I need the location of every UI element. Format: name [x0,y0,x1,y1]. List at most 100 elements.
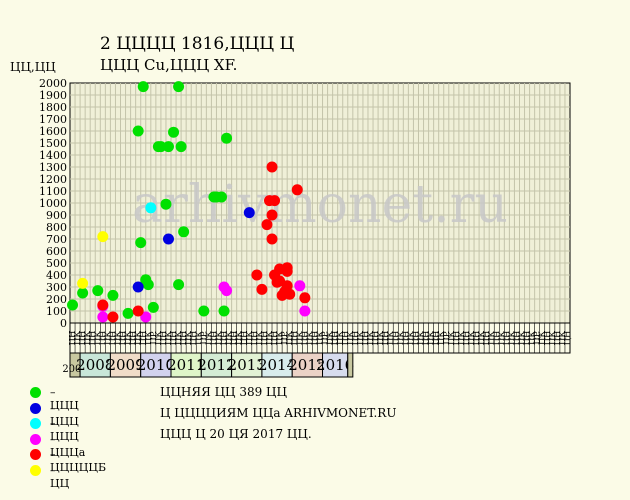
data-point [284,288,296,300]
period-label: ЦН [189,331,199,346]
year-band [261,352,293,378]
legend-marker-icon [30,449,41,460]
info-line-1: ЦЦНЯЯ ЦЦ 389 ЦЦ [160,385,287,399]
data-point [77,277,89,289]
year-label: 2012 [197,356,235,374]
period-label: ЦР [321,331,331,344]
y-tick-label: 0 [60,317,67,330]
data-point [291,184,303,196]
y-tick-label: 500 [46,257,67,270]
period-label: ЦН [452,331,462,346]
period-label: ЦН [108,331,118,346]
period-label: ЦН [98,331,108,346]
period-label: ЦК [154,331,164,345]
data-point [281,265,293,277]
data-point [122,307,134,319]
legend-marker-icon [30,464,41,476]
data-point [251,269,263,281]
data-point [132,281,144,293]
period-label: ЦК [316,331,326,345]
data-point [173,279,185,291]
period-label: ЦК [134,331,144,345]
period-label: ЦН [401,331,411,346]
y-tick-label: 1900 [39,89,67,102]
period-label: ЦН [139,331,149,346]
y-axis-unit-label: ЦЦ,ЦЦ [10,60,56,74]
period-label: ЦН [310,331,320,346]
period-label: ЦН [553,331,563,346]
y-tick-label: 1700 [39,113,67,126]
y-tick-label: 2000 [39,77,67,90]
year-label: 2016 [316,356,354,374]
data-point [281,280,293,292]
period-label: ЦК [386,331,396,345]
period-label: ЦК [558,331,568,345]
period-label: ЦН [68,331,78,346]
period-label: ЦН [502,331,512,346]
period-label: ЦН [512,331,522,346]
period-label: ЦН [351,331,361,346]
data-point [147,301,159,313]
watermark: arhivmonet.ru [132,175,508,235]
period-label: ЦН [220,331,230,346]
period-label: ЦК [225,331,235,345]
period-label: ЦР [533,331,543,344]
data-point [221,285,233,297]
period-label: ЦН [391,331,401,346]
data-point [266,209,278,221]
period-label: ЦК [336,331,346,345]
period-label: ЦК [103,331,113,345]
period-label: ЦН [209,331,219,346]
year-label: 2008 [76,356,114,374]
period-label: ЦК [93,331,103,345]
data-point [67,299,79,311]
period-label: ЦК [396,331,406,345]
data-point [173,81,185,93]
period-label: ЦН [462,331,472,346]
data-point [132,305,144,317]
data-point [256,283,268,295]
year-band [347,352,354,378]
data-point [97,299,109,311]
period-label: ЦК [295,331,305,345]
period-label: ЦН [492,331,502,346]
period-label: ЦК [265,331,275,345]
legend-marker-icon [30,387,41,398]
year-label: 2011 [167,356,205,374]
year-band [322,352,349,378]
period-label: ЦН [240,331,250,346]
period-label: ЦК [376,331,386,345]
period-label: ЦН [523,331,533,346]
data-point [175,141,187,153]
y-tick-label: 900 [46,209,67,222]
period-label: ЦН [341,331,351,346]
chart-title: 2 ЦЦЦЦ 1816,ЦЦЦ Ц [100,34,295,54]
period-label: ЦК [507,331,517,345]
period-label: ЦК [235,331,245,345]
period-label: ЦН [119,331,129,346]
data-point [178,226,190,238]
data-point [162,141,174,153]
y-tick-label: 1600 [39,125,67,138]
period-label: ЦК [518,331,528,345]
y-tick-label: 400 [46,269,67,282]
year-band [140,352,172,378]
data-point [160,198,172,210]
period-label: ЦК [538,331,548,345]
data-point [145,202,157,214]
data-point [266,161,278,173]
year-label: 2014 [258,356,296,374]
legend-label: – ЦЦЦЦЦБ [50,448,107,474]
period-label: ЦН [381,331,391,346]
period-label: ЦН [543,331,553,346]
year-band [291,352,324,378]
y-tick-label: 300 [46,281,67,294]
y-tick-label: 1000 [39,197,67,210]
period-label: ЦК [275,331,285,345]
period-label: ЦК [245,331,255,345]
period-label: ЦК [113,331,123,345]
period-label: ЦК [467,331,477,345]
period-label: ЦН [432,331,442,346]
period-label: ЦН [422,331,432,346]
